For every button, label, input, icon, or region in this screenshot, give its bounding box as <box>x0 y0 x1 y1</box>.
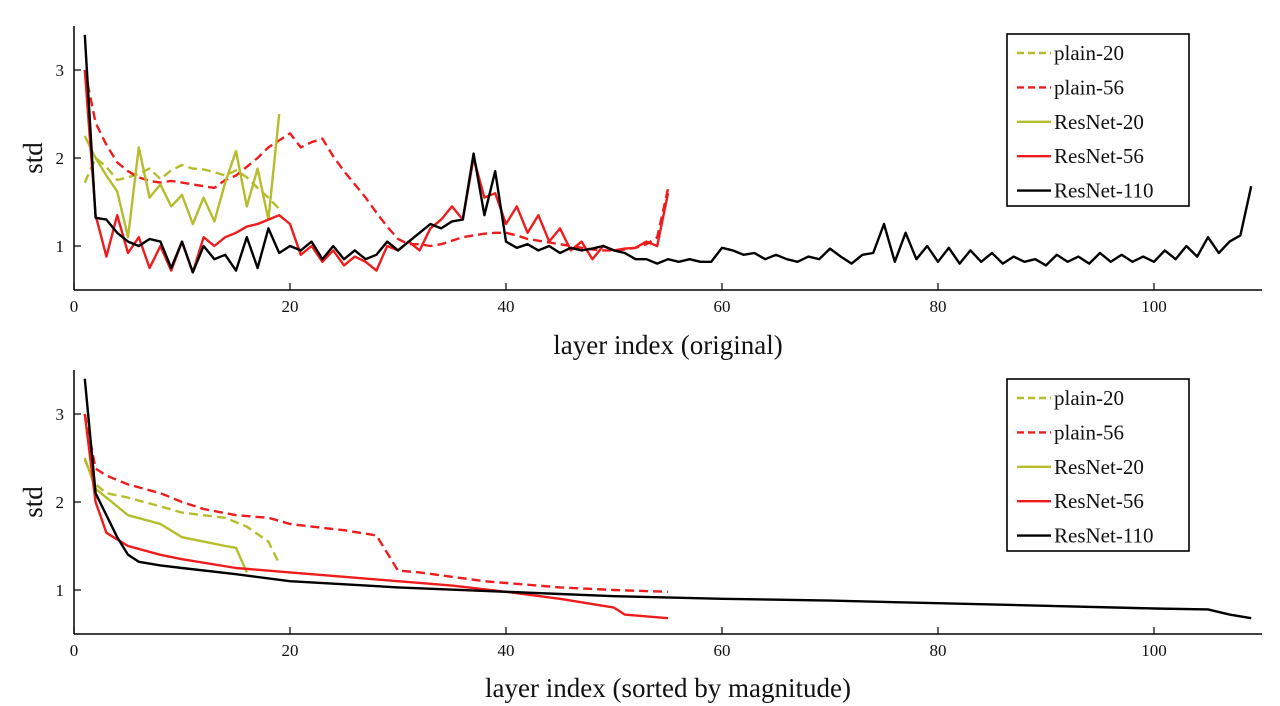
legend-label: plain-56 <box>1054 420 1124 444</box>
y-tick-label: 3 <box>56 61 65 80</box>
x-axis-label: layer index (sorted by magnitude) <box>485 673 851 703</box>
x-tick-label: 40 <box>498 641 515 660</box>
legend: plain-20 plain-56 ResNet-20 ResNet-56 ResNet… <box>1006 33 1190 207</box>
legend-label: ResNet-20 <box>1054 455 1144 479</box>
legend-label: ResNet-56 <box>1054 489 1144 513</box>
y-tick-label: 1 <box>56 581 65 600</box>
legend-label: plain-20 <box>1054 41 1124 65</box>
legend-label: ResNet-56 <box>1054 144 1144 168</box>
x-axis-label: layer index (original) <box>553 330 782 360</box>
legend: plain-20 plain-56 ResNet-20 ResNet-56 ResNet… <box>1006 378 1190 552</box>
x-tick-label: 80 <box>930 641 947 660</box>
legend-label: ResNet-20 <box>1054 110 1144 134</box>
series-line-plain-20 <box>83 156 281 210</box>
legend-label: ResNet-110 <box>1054 524 1154 548</box>
x-tick-label: 0 <box>70 641 79 660</box>
x-tick-label: 80 <box>930 297 947 316</box>
series-line-resnet-56 <box>83 69 670 274</box>
y-axis-label: std <box>18 486 48 518</box>
x-tick-label: 20 <box>282 297 299 316</box>
legend-box <box>1006 378 1190 552</box>
legend-label: plain-56 <box>1054 75 1124 99</box>
y-tick-label: 2 <box>56 149 65 168</box>
series-line-resnet-56 <box>83 413 669 620</box>
series-line-resnet-20 <box>83 113 281 239</box>
x-tick-label: 0 <box>70 297 79 316</box>
y-tick-label: 3 <box>56 405 65 424</box>
y-tick-label: 1 <box>56 237 65 256</box>
x-tick-label: 100 <box>1141 297 1167 316</box>
legend-box <box>1006 33 1190 207</box>
series-line-plain-20 <box>83 459 281 565</box>
series-line-resnet-110 <box>83 378 1252 620</box>
x-tick-label: 40 <box>498 297 515 316</box>
series-line-resnet-110 <box>83 34 1253 274</box>
x-tick-label: 60 <box>714 297 731 316</box>
x-tick-label: 20 <box>282 641 299 660</box>
y-tick-label: 2 <box>56 493 65 512</box>
series-line-plain-56 <box>83 413 669 593</box>
legend-label: plain-20 <box>1054 386 1124 410</box>
chart-panel-1: 0 20 40 60 80 100 1 2 3 layer index (original) std… <box>18 26 1262 360</box>
x-tick-label: 100 <box>1141 641 1167 660</box>
series-line-resnet-20 <box>83 457 248 573</box>
y-axis-label: std <box>18 142 48 174</box>
series-line-plain-56 <box>83 69 670 252</box>
legend-label: ResNet-110 <box>1054 179 1154 203</box>
x-tick-label: 60 <box>714 641 731 660</box>
chart-panel-2: 0 20 40 60 80 100 1 2 3 layer index (sorted by ma… <box>18 370 1262 703</box>
